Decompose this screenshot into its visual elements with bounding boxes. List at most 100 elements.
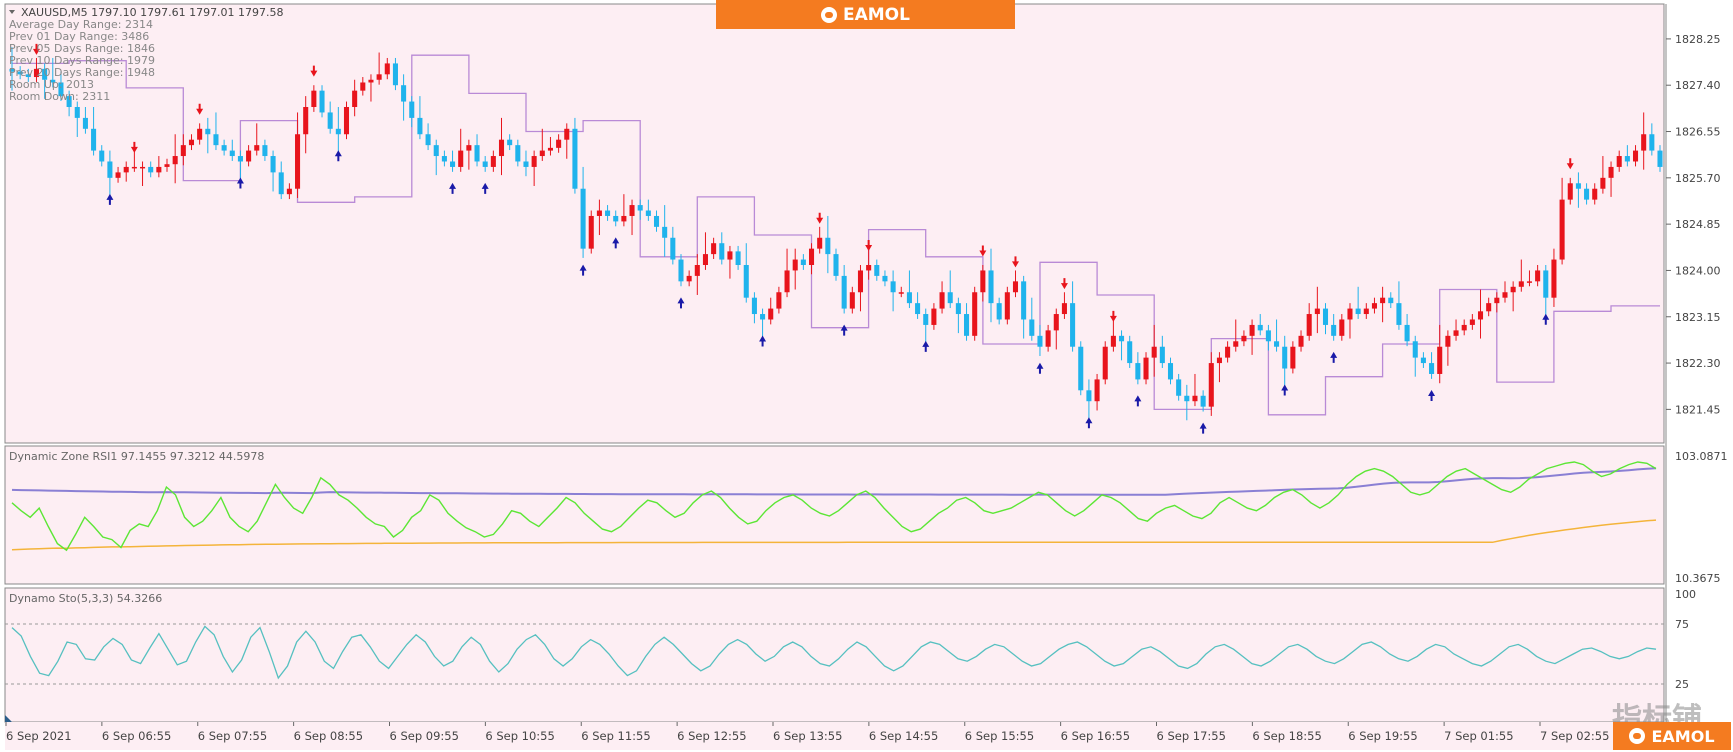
candle-body — [1282, 346, 1288, 369]
candle-body — [1265, 330, 1271, 342]
candle-body — [662, 226, 668, 238]
candle-body — [980, 270, 986, 293]
candle-body — [1225, 346, 1231, 358]
candle-body — [1257, 324, 1263, 331]
candle-body — [1176, 379, 1182, 396]
candle-body — [1233, 341, 1239, 347]
candle-body — [1592, 188, 1598, 200]
candle-body — [760, 314, 766, 320]
candle-body — [1575, 183, 1581, 189]
candle-body — [246, 150, 252, 162]
price-tick-label: 1821.45 — [1675, 403, 1721, 416]
candle-body — [33, 68, 40, 78]
buy-arrow-icon — [236, 177, 244, 189]
buy-arrow-icon — [759, 335, 767, 347]
candle-body — [613, 215, 619, 222]
candle-body — [482, 161, 488, 167]
symbol-ohlc-label: XAUUSD,M5 1797.10 1797.61 1797.01 1797.5… — [21, 6, 284, 19]
candle-body — [1347, 308, 1353, 320]
candle-body — [107, 161, 113, 178]
range-info-line: Prev 10 Days Range: 1979 — [9, 54, 155, 67]
candle-body — [1616, 156, 1622, 167]
candle-body — [58, 82, 64, 97]
candle-body — [156, 166, 162, 173]
time-tick-label: 7 Sep 02:55 — [1540, 729, 1609, 743]
candle-body — [401, 85, 407, 102]
candle-body — [458, 150, 464, 167]
candle-body — [1355, 308, 1361, 315]
candle-body — [229, 150, 235, 157]
candle-body — [1167, 363, 1174, 380]
candle-body — [678, 259, 684, 282]
candle-body — [743, 265, 749, 298]
candle-body — [1135, 363, 1141, 380]
candle-body — [270, 156, 276, 173]
candle-body — [915, 303, 921, 315]
range-info-line: Prev 01 Day Range: 3486 — [9, 30, 149, 43]
buy-arrow-icon — [1134, 395, 1142, 407]
time-tick-label: 6 Sep 19:55 — [1348, 729, 1417, 743]
candle-body — [1306, 314, 1312, 336]
candle-body — [99, 150, 105, 162]
candle-body — [1086, 390, 1092, 402]
candle-body — [1632, 150, 1639, 162]
sell-arrow-icon — [865, 240, 873, 251]
time-tick-label: 6 Sep 17:55 — [1157, 729, 1226, 743]
sell-arrow-icon — [130, 141, 138, 153]
candle-body — [523, 161, 529, 167]
candle-body — [474, 145, 480, 162]
price-tick-label: 1828.25 — [1675, 33, 1721, 46]
candle-body — [311, 90, 317, 107]
candle-body — [352, 90, 358, 107]
time-tick-label: 6 Sep 13:55 — [773, 729, 842, 743]
brand-banner-bottom: EAMOL — [1613, 722, 1731, 750]
candle-body — [792, 259, 798, 271]
candle-body — [148, 166, 154, 173]
candle-body — [91, 128, 97, 151]
pane-1-bg — [4, 3, 1665, 444]
price-tick-label: 1827.40 — [1675, 79, 1721, 92]
candle-body — [140, 166, 146, 169]
time-tick-label: 6 Sep 08:55 — [294, 729, 363, 743]
candle-body — [441, 156, 447, 162]
stoch-axis-label: 75 — [1675, 618, 1689, 631]
candle-body — [1388, 297, 1394, 304]
candle-body — [841, 275, 847, 309]
candle-body — [1600, 177, 1606, 189]
candle-body — [1200, 395, 1206, 407]
candle-body — [988, 270, 994, 304]
candle-body — [645, 210, 651, 216]
candle-body — [1143, 357, 1149, 380]
price-tick-label: 1823.15 — [1675, 311, 1721, 324]
range-info-line: Room Up: 2013 — [9, 78, 94, 91]
candle-body — [237, 156, 243, 162]
candle-body — [833, 254, 839, 276]
candle-body — [262, 145, 268, 157]
candle-body — [515, 145, 521, 162]
candle-body — [1012, 281, 1019, 293]
candle-body — [50, 79, 56, 83]
candle-body — [1029, 319, 1035, 336]
candle-body — [605, 210, 611, 216]
candle-body — [637, 205, 643, 211]
candle-body — [711, 243, 717, 255]
candle-body — [1184, 395, 1190, 402]
candle-body — [1290, 346, 1296, 369]
candle-body — [1486, 303, 1492, 312]
collapse-triangle-icon — [9, 10, 15, 14]
candle-body — [825, 237, 831, 255]
candle-body — [572, 128, 578, 189]
candle-body — [433, 145, 439, 157]
rsi-axis-label: 10.3675 — [1675, 572, 1721, 585]
rsi-upper-band-line — [11, 467, 1657, 496]
sell-arrow-icon — [310, 65, 318, 77]
candle-body — [1371, 303, 1377, 309]
candle-body — [164, 164, 170, 167]
time-tick-label: 6 Sep 12:55 — [677, 729, 746, 743]
time-tick-label: 6 Sep 07:55 — [198, 729, 267, 743]
candle-body — [1477, 311, 1484, 320]
candle-body — [580, 188, 586, 249]
candle-body — [808, 248, 815, 265]
candle-body — [1363, 308, 1369, 315]
